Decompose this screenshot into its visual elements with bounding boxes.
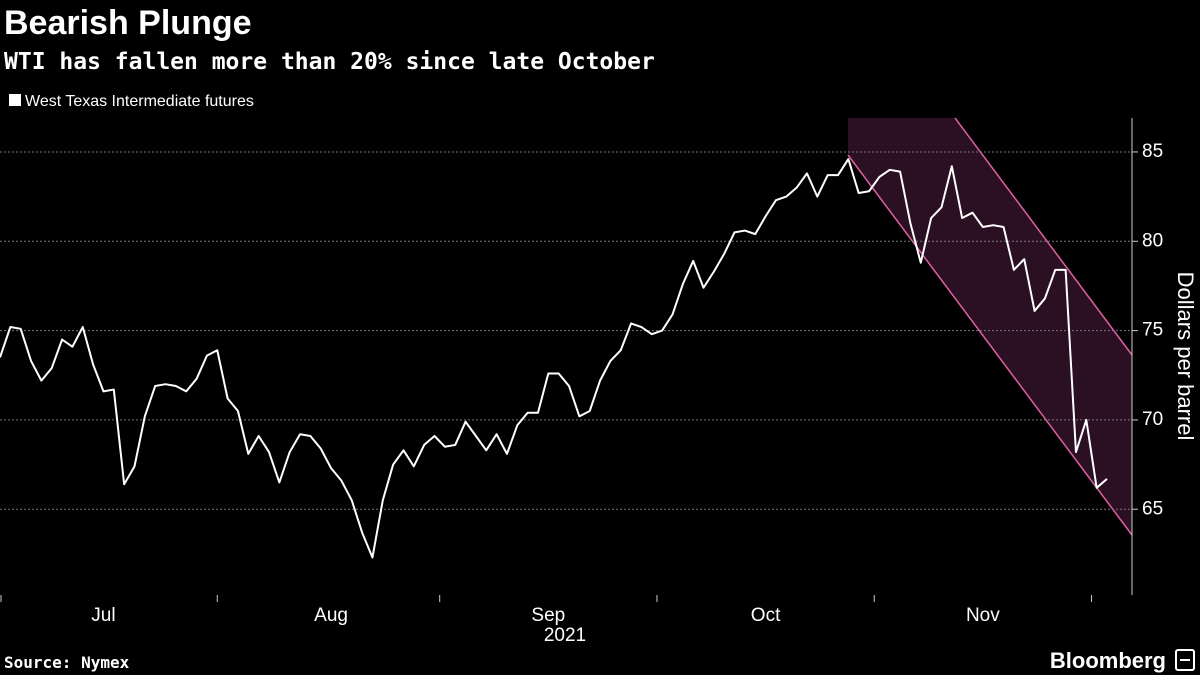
- channel-lower: [847, 154, 1133, 536]
- brand-icon: [1175, 649, 1195, 671]
- x-tick-label: Nov: [966, 605, 1000, 626]
- x-tick-label: Jul: [91, 605, 115, 626]
- x-tick-label: Oct: [751, 605, 781, 626]
- y-tick-label: 70: [1142, 409, 1163, 430]
- y-tick-label: 80: [1142, 230, 1163, 251]
- x-tick-label: Aug: [314, 605, 348, 626]
- brand: Bloomberg: [1050, 648, 1166, 673]
- chart-subtitle: WTI has fallen more than 20% since late …: [4, 49, 655, 75]
- series-line: [0, 158, 1108, 559]
- chart-title: Bearish Plunge: [4, 4, 252, 42]
- legend-swatch: [9, 94, 21, 106]
- y-tick-label: 85: [1142, 141, 1163, 162]
- y-tick-label: 75: [1142, 320, 1163, 341]
- x-axis-title: 2021: [544, 625, 586, 646]
- source: Source: Nymex: [4, 653, 130, 672]
- channel-upper: [954, 117, 1133, 356]
- y-tick-label: 65: [1142, 498, 1163, 519]
- channel-shade: [848, 118, 1132, 535]
- y-axis-title: Dollars per barrel: [1173, 272, 1198, 441]
- legend-label: West Texas Intermediate futures: [25, 93, 254, 110]
- x-tick-label: Sep: [531, 605, 565, 626]
